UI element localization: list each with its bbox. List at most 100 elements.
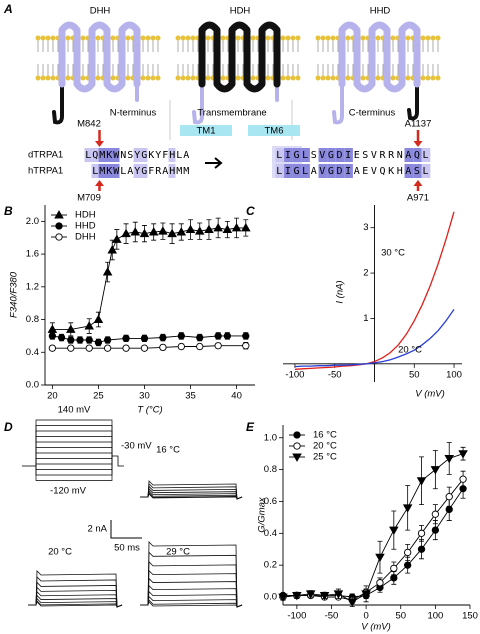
marker bbox=[333, 590, 344, 599]
protocol-label: 140 mV bbox=[58, 405, 91, 416]
voltage-step bbox=[35, 436, 113, 466]
y-tick-label: 3 bbox=[363, 222, 368, 233]
lipid-head bbox=[50, 75, 56, 81]
lipid-head bbox=[220, 35, 226, 41]
x-tick-label: -50 bbox=[325, 611, 339, 622]
marker bbox=[194, 226, 205, 235]
series-line bbox=[52, 227, 246, 330]
residue-label: A1137 bbox=[405, 119, 432, 130]
residue-arrow-head bbox=[95, 141, 104, 147]
lipid-head bbox=[315, 75, 321, 81]
sequence: LMKWLAYGFRAHMM bbox=[92, 166, 189, 177]
lipid-head bbox=[375, 75, 381, 81]
marker bbox=[431, 526, 440, 534]
marker bbox=[148, 227, 159, 236]
x-tick-label: 0 bbox=[363, 611, 368, 622]
residue-arrow-head bbox=[413, 141, 423, 147]
lipid-head bbox=[175, 75, 181, 81]
residue-highlight bbox=[421, 164, 431, 178]
residue-highlight bbox=[168, 164, 176, 178]
marker bbox=[177, 342, 185, 351]
lipid-head bbox=[125, 35, 131, 41]
y-tick-label: 0.4 bbox=[264, 528, 277, 539]
marker bbox=[85, 336, 93, 344]
lipid-head bbox=[155, 35, 161, 41]
legend-label: 25 °C bbox=[313, 452, 337, 463]
legend-label: 16 °C bbox=[313, 430, 337, 441]
residue-highlight bbox=[133, 148, 141, 162]
residue-highlight bbox=[327, 148, 336, 162]
lipid-head bbox=[295, 35, 301, 41]
marker bbox=[223, 332, 232, 340]
lipid-head bbox=[435, 75, 441, 81]
series-line bbox=[294, 211, 455, 370]
x-tick-label: 50 bbox=[395, 611, 406, 622]
c-terminus bbox=[407, 82, 419, 121]
n-terminus bbox=[192, 82, 204, 125]
residue-highlight bbox=[84, 148, 92, 162]
marker bbox=[445, 493, 453, 501]
x-tick-label: 25 bbox=[93, 391, 104, 402]
x-tick-label: 20 bbox=[47, 391, 58, 402]
marker bbox=[444, 455, 454, 464]
y-tick-label: 0.0 bbox=[264, 592, 277, 603]
y-tick-label: 0.8 bbox=[26, 314, 39, 325]
marker bbox=[389, 526, 399, 536]
construct-label: DHH bbox=[90, 6, 111, 17]
residue-highlight bbox=[292, 164, 302, 178]
lipid-head bbox=[420, 75, 426, 81]
marker bbox=[375, 553, 385, 563]
marker bbox=[404, 561, 412, 569]
marker bbox=[102, 267, 113, 276]
marker bbox=[417, 545, 426, 553]
residue-highlight bbox=[112, 164, 120, 178]
residue-highlight bbox=[413, 148, 422, 162]
residue-highlight bbox=[318, 164, 328, 178]
x-tick-label: 100 bbox=[446, 369, 462, 380]
marker bbox=[93, 314, 104, 323]
y-tick-label: 0.4 bbox=[26, 347, 39, 358]
y-tick-label: 0.8 bbox=[264, 464, 277, 475]
residue-arrow-head bbox=[413, 180, 423, 186]
tm-box bbox=[180, 125, 232, 136]
marker bbox=[85, 344, 93, 352]
temperature-label: 20 °C bbox=[48, 547, 72, 558]
lipid-head bbox=[65, 35, 71, 41]
residue-highlight bbox=[112, 148, 120, 162]
residue-highlight bbox=[105, 148, 113, 162]
lipid-head bbox=[405, 75, 411, 81]
lipid-head bbox=[295, 75, 301, 81]
voltage-step bbox=[35, 456, 113, 466]
marker bbox=[47, 324, 58, 333]
lipid-head bbox=[235, 35, 241, 41]
x-tick-label: 30 bbox=[139, 391, 150, 402]
x-tick-label: -100 bbox=[287, 611, 306, 622]
marker bbox=[185, 224, 196, 233]
voltage-step bbox=[35, 447, 113, 466]
series-line bbox=[294, 309, 455, 368]
lipid-head bbox=[360, 35, 366, 41]
lipid-head bbox=[330, 75, 336, 81]
lipid-head bbox=[280, 35, 286, 41]
marker bbox=[122, 344, 130, 352]
marker bbox=[214, 342, 222, 350]
lipid-head bbox=[320, 75, 326, 81]
lipid-head bbox=[40, 35, 46, 41]
legend-marker bbox=[293, 431, 301, 439]
marker bbox=[139, 228, 150, 238]
residue-highlight bbox=[140, 164, 148, 178]
y-axis-label: F340/F380 bbox=[9, 271, 20, 318]
lipid-head bbox=[425, 35, 431, 41]
lipid-head bbox=[315, 35, 321, 41]
voltage-step bbox=[35, 456, 113, 466]
residue-highlight bbox=[335, 148, 345, 162]
marker bbox=[112, 234, 122, 243]
residue-highlight bbox=[105, 164, 113, 178]
marker bbox=[48, 344, 57, 352]
marker bbox=[305, 590, 316, 599]
lipid-head bbox=[390, 35, 396, 41]
residue-highlight bbox=[284, 164, 293, 178]
residue-highlight bbox=[404, 148, 414, 162]
y-tick-label: 1 bbox=[363, 313, 368, 324]
